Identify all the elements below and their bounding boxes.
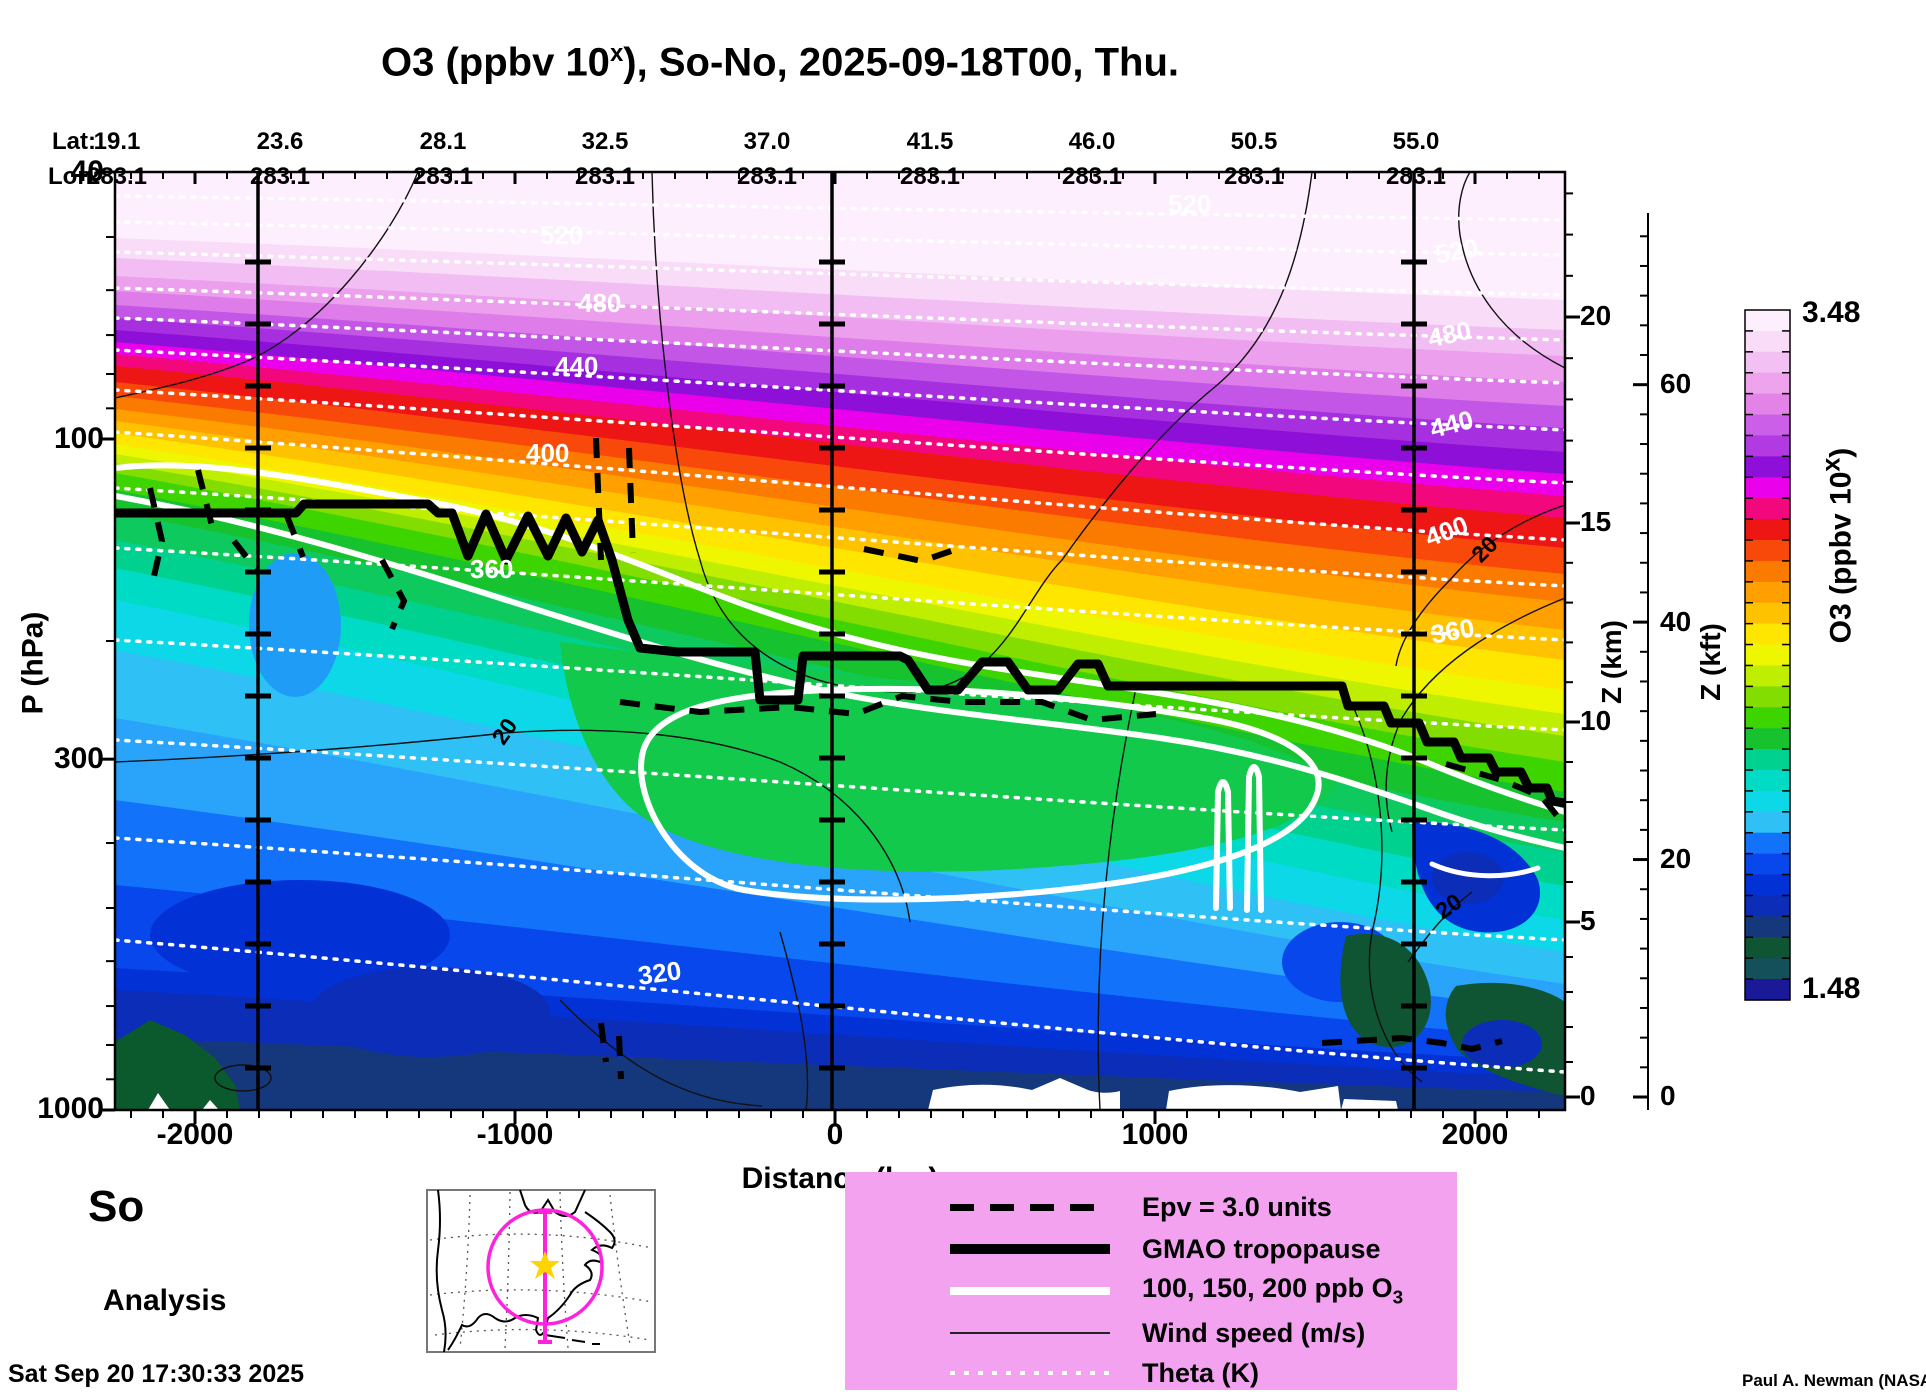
lat-value: 32.5 <box>581 128 629 155</box>
lon-row-label: Lon: <box>48 163 100 190</box>
lon-value: 283.1 <box>412 163 474 190</box>
p-tick-100: 100 <box>53 422 104 455</box>
lon-value: 283.1 <box>1223 163 1285 190</box>
zkft-tick: 0 <box>1660 1080 1676 1111</box>
legend-item-o3-contours: 100, 150, 200 ppb O3 <box>950 1271 1403 1311</box>
thin-line-swatch <box>950 1332 1110 1334</box>
p-tick-300: 300 <box>53 742 104 775</box>
timestamp: Sat Sep 20 17:30:33 2025 <box>8 1360 305 1388</box>
lon-value: 283.1 <box>249 163 311 190</box>
legend-item-wind: Wind speed (m/s) <box>950 1313 1365 1353</box>
waypoint-vertical-lines <box>245 172 1427 1110</box>
colorbar-label: O3 (ppbv 10x) <box>1817 447 1858 644</box>
p-tick-1000: 1000 <box>37 1092 104 1125</box>
x-tick: 0 <box>826 1118 844 1151</box>
p-tick-40: 40 <box>70 155 104 188</box>
location-star-icon <box>530 1251 560 1279</box>
colorbar-min: 1.48 <box>1802 972 1861 1005</box>
zkft-tick: 20 <box>1660 843 1692 874</box>
x-tick: -1000 <box>476 1118 554 1151</box>
lon-value: 283.1 <box>1385 163 1447 190</box>
dotted-line-swatch <box>950 1371 1110 1375</box>
lon-value: 283.1 <box>736 163 798 190</box>
legend-label: Epv = 3.0 units <box>1142 1191 1332 1222</box>
lat-value: 41.5 <box>906 128 954 155</box>
inset-map <box>426 1189 656 1353</box>
legend-item-epv: Epv = 3.0 units <box>950 1187 1332 1227</box>
theta-label-480: 480 <box>578 288 622 318</box>
theta-label-360: 360 <box>470 554 514 584</box>
graticule-lines <box>429 1191 653 1349</box>
legend-item-tropopause: GMAO tropopause <box>950 1229 1381 1269</box>
legend-label: GMAO tropopause <box>1142 1233 1381 1264</box>
lat-value: 37.0 <box>743 128 791 155</box>
zkm-tick: 15 <box>1580 506 1612 537</box>
lat-value: 46.0 <box>1068 128 1116 155</box>
legend-item-theta: Theta (K) <box>950 1353 1259 1393</box>
theta-label-520: 520 <box>540 220 584 250</box>
x-tick: -2000 <box>156 1118 234 1151</box>
p-axis-label: P (hPa) <box>16 611 50 715</box>
transect-line <box>538 1210 552 1344</box>
lon-value: 283.1 <box>574 163 636 190</box>
legend-label: Wind speed (m/s) <box>1142 1317 1366 1348</box>
theta-label-520-right: 520 <box>1168 189 1212 219</box>
theta-isentrope-contours <box>115 194 1565 1074</box>
zkm-tick: 10 <box>1580 705 1612 736</box>
credit: Paul A. Newman (NASA <box>1742 1371 1926 1390</box>
thick-line-swatch <box>950 1244 1110 1254</box>
zkm-tick: 20 <box>1580 300 1612 331</box>
theta-label-320: 320 <box>636 955 684 991</box>
zkm-tick: 0 <box>1580 1080 1596 1111</box>
zkft-tick: 40 <box>1660 606 1692 637</box>
colorbar <box>1745 310 1790 1001</box>
legend-label: Theta (K) <box>1142 1357 1259 1388</box>
zkft-axis-label: Z (kft) <box>1694 623 1726 701</box>
legend-label: 100, 150, 200 ppb O3 <box>1142 1272 1404 1309</box>
lat-value: 50.5 <box>1230 128 1278 155</box>
x-tick: 1000 <box>1121 1118 1189 1151</box>
lon-value: 283.1 <box>899 163 961 190</box>
lon-value: 283.1 <box>86 163 148 190</box>
zkft-tick: 60 <box>1660 368 1692 399</box>
axes-frame <box>99 170 1791 1124</box>
lat-value: 28.1 <box>419 128 467 155</box>
lat-row-label: Lat: <box>52 128 96 155</box>
zkm-tick: 5 <box>1580 905 1596 936</box>
gmao-tropopause-line <box>115 499 1565 808</box>
dashed-line-swatch <box>950 1203 1110 1211</box>
page-title: O3 (ppbv 10x), So-No, 2025-09-18T00, Thu… <box>380 40 1179 85</box>
legend: Epv = 3.0 units GMAO tropopause 100, 150… <box>845 1172 1457 1390</box>
lat-value: 55.0 <box>1392 128 1440 155</box>
endpoint-start-label: So <box>88 1182 145 1231</box>
zkm-axis-label: Z (km) <box>1596 620 1627 704</box>
theta-label-400: 400 <box>526 438 570 468</box>
surface-terrain-mask <box>928 1078 1398 1110</box>
lat-value: 19.1 <box>93 128 141 155</box>
x-tick: 2000 <box>1441 1118 1509 1151</box>
analysis-label: Analysis <box>103 1284 227 1317</box>
colorbar-max: 3.48 <box>1802 296 1861 329</box>
white-line-swatch <box>950 1287 1110 1295</box>
theta-label-440: 440 <box>555 351 599 381</box>
lat-value: 23.6 <box>256 128 304 155</box>
lon-value: 283.1 <box>1061 163 1123 190</box>
